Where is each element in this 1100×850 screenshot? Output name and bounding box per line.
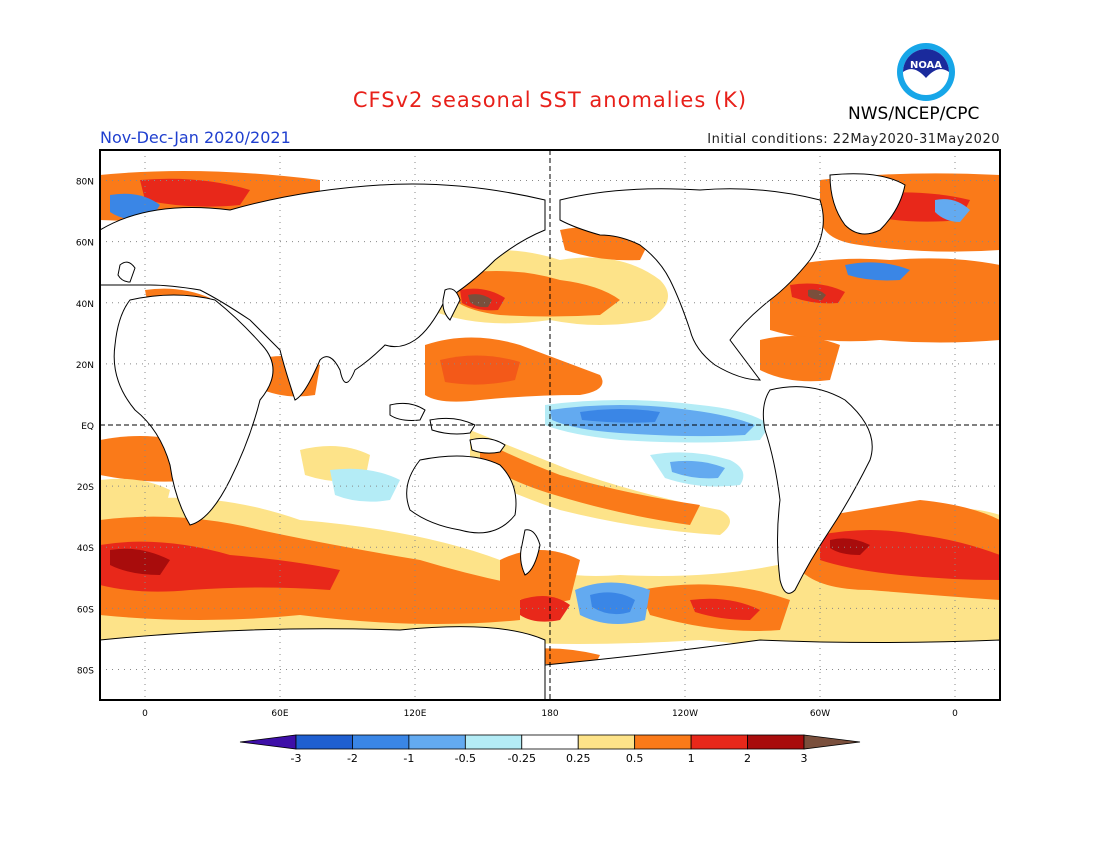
map-frame [99, 149, 1001, 701]
lat-tick-label: 20N [76, 361, 94, 371]
colorbar-segment [352, 734, 410, 750]
noaa-logo: NOAA [897, 43, 955, 101]
colorbar: -3 -2 -1 -0.5 -0.25 0.25 0.5 1 2 3 [239, 734, 861, 765]
colorbar-tick-label: 2 [744, 752, 751, 765]
colorbar-tick-label: -1 [403, 752, 414, 765]
logo-text: NOAA [910, 60, 942, 71]
colorbar-tick-label: -2 [347, 752, 358, 765]
colorbar-segment [690, 734, 748, 750]
lat-tick-label: 80N [76, 178, 94, 188]
lat-tick-label: 40S [77, 544, 94, 554]
initial-conditions-label: Initial conditions: 22May2020-31May2020 [707, 132, 1000, 147]
lon-tick-label: 60W [810, 709, 830, 719]
colorbar-segment [408, 734, 466, 750]
colorbar-segment [577, 734, 636, 750]
lon-tick-label: 0 [952, 709, 958, 719]
organization-label: NWS/NCEP/CPC [848, 104, 980, 124]
lat-tick-label: 60S [77, 605, 94, 615]
colorbar-segment [747, 734, 805, 750]
lat-tick-label: 80S [77, 666, 94, 676]
colorbar-tick-label: 3 [801, 752, 808, 765]
colorbar-tick-label: -3 [291, 752, 302, 765]
lat-tick-label: 20S [77, 483, 94, 493]
colorbar-segment [295, 734, 353, 750]
period-label: Nov-Dec-Jan 2020/2021 [100, 128, 291, 147]
lon-tick-label: 180 [541, 709, 558, 719]
latitude-labels: 80N 60N 40N 20N EQ 20S 40S 60S 80S [76, 178, 94, 677]
continent-outlines [100, 173, 1000, 700]
colorbar-segment [521, 734, 579, 750]
colorbar-tick-label: 0.25 [566, 752, 591, 765]
colorbar-max-arrow [803, 734, 861, 750]
colorbar-tick-label: -0.25 [508, 752, 536, 765]
graticule [100, 150, 1000, 700]
lat-tick-label: EQ [81, 422, 94, 432]
longitude-labels: 0 60E 120E 180 120W 60W 0 [142, 709, 958, 719]
lat-tick-label: 60N [76, 239, 94, 249]
lon-tick-label: 0 [142, 709, 148, 719]
colorbar-tick-label: -0.5 [455, 752, 476, 765]
lon-tick-label: 120E [404, 709, 427, 719]
colorbar-min-arrow [239, 734, 297, 750]
colorbar-segment [464, 734, 523, 750]
map-title: CFSv2 seasonal SST anomalies (K) [352, 88, 748, 112]
colorbar-segment [634, 734, 692, 750]
lon-tick-label: 60E [271, 709, 288, 719]
colorbar-tick-label: 1 [688, 752, 695, 765]
lat-tick-label: 40N [76, 300, 94, 310]
lon-tick-label: 120W [672, 709, 698, 719]
colorbar-tick-label: 0.5 [626, 752, 644, 765]
